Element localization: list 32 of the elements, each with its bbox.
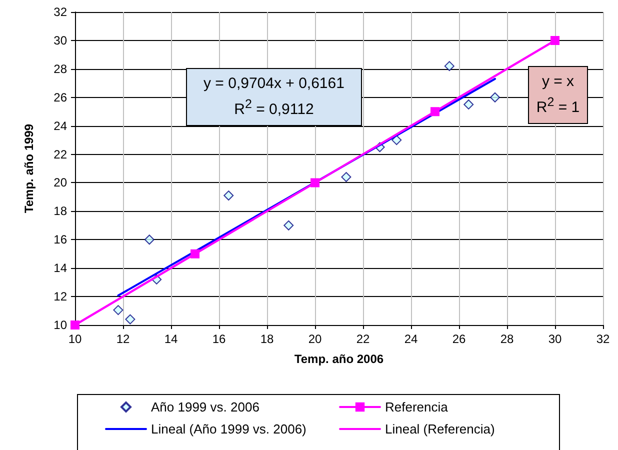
x-tick-label: 10: [68, 332, 82, 346]
y-tick-label: 24: [54, 118, 68, 133]
annotation: y = x R$^{2}$ = 1: [535, 72, 581, 118]
y-tick-label: 14: [54, 261, 68, 276]
y-tick-label: 22: [54, 147, 68, 162]
y-tick-label: 16: [54, 232, 68, 247]
x-tick-label: 16: [212, 332, 226, 346]
x-tick-label: 22: [356, 332, 370, 346]
x-axis-title: Temp. año 2006: [294, 352, 384, 366]
legend-label: Referencia: [385, 400, 449, 414]
x-tick-label: 30: [548, 332, 562, 346]
legend-label: Año 1999 vs. 2006: [151, 400, 260, 414]
x-tick-label: 12: [116, 332, 130, 346]
y-axis-title: Temp. año 1999: [22, 124, 36, 214]
y-tick-label: 18: [54, 204, 68, 218]
annotation: y = 0,9704x + 0,6161 R$^{2}$ = 0,9112: [202, 74, 346, 120]
y-tick-label: 10: [54, 318, 68, 332]
x-tick-label: 28: [500, 332, 514, 346]
y-tick-label: 30: [54, 33, 68, 48]
legend-label: Lineal (Referencia): [385, 422, 495, 436]
y-tick-label: 20: [54, 176, 68, 190]
x-tick-label: 20: [308, 332, 322, 346]
y-tick-label: 12: [54, 290, 68, 304]
x-tick-label: 32: [596, 332, 610, 346]
y-tick-label: 28: [54, 62, 68, 76]
x-tick-label: 24: [404, 332, 418, 346]
legend-label: Lineal (Año 1999 vs. 2006): [151, 422, 306, 436]
x-tick-label: 26: [452, 332, 466, 346]
y-tick-label: 26: [54, 90, 68, 104]
x-tick-label: 18: [260, 332, 274, 346]
x-tick-label: 14: [164, 332, 178, 346]
y-tick-label: 32: [54, 5, 68, 19]
